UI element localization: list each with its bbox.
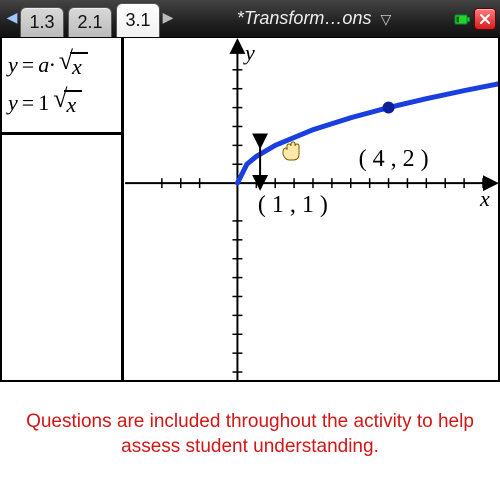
x-axis-label: x [480, 186, 490, 212]
formula2-eq: = [22, 90, 34, 116]
formula1-coef: a· [38, 52, 55, 78]
formula2-radicand: x [64, 90, 82, 118]
tab-label: 2.1 [77, 12, 102, 33]
formula1-eq: = [22, 52, 34, 78]
caption-text: Questions are included throughout the ac… [0, 382, 500, 459]
caption-content: Questions are included throughout the ac… [26, 411, 474, 457]
battery-icon [452, 9, 472, 29]
sqrt-icon: √x [59, 50, 88, 80]
system-icons [452, 8, 496, 30]
formula1-lhs: y [8, 52, 18, 78]
grab-cursor-icon[interactable] [279, 140, 307, 162]
tab-label: 1.3 [29, 12, 54, 33]
nav-next-icon[interactable]: ▶ [160, 4, 176, 34]
formula-box: y = a· √x y = 1 √x [2, 38, 121, 135]
point-label-1-1: ( 1 , 1 ) [258, 192, 328, 219]
graph-pane[interactable]: y x ( 1 , 1 ) ( 4 , 2 ) [124, 38, 498, 380]
side-panel: y = a· √x y = 1 √x [2, 38, 124, 380]
tab-2-1[interactable]: 2.1 [68, 7, 112, 37]
point-label-4-2: ( 4 , 2 ) [359, 146, 429, 173]
doc-tabs: 1.3 2.1 3.1 [20, 0, 160, 37]
app-area: y = a· √x y = 1 √x y x ( 1 , 1 ) ( 4 , 2… [0, 38, 500, 382]
tab-3-1[interactable]: 3.1 [116, 3, 160, 37]
y-axis-label: y [245, 40, 255, 66]
titlebar: ◀ 1.3 2.1 3.1 ▶ *Transform…ons ▽ [0, 0, 500, 38]
formula2-coef: 1 [38, 90, 49, 116]
formula-row-1: y = a· √x [8, 46, 115, 84]
nav-prev-icon[interactable]: ◀ [4, 4, 20, 34]
close-button[interactable] [474, 8, 496, 30]
formula-row-2: y = 1 √x [8, 84, 115, 122]
formula1-radicand: x [70, 52, 88, 80]
formula2-lhs: y [8, 90, 18, 116]
document-title[interactable]: *Transform…ons ▽ [176, 8, 452, 29]
tab-label: 3.1 [125, 10, 150, 31]
title-dropdown-icon[interactable]: ▽ [380, 11, 391, 27]
sqrt-icon: √x [53, 88, 82, 118]
document-title-text: *Transform…ons [237, 8, 372, 28]
tab-1-3[interactable]: 1.3 [20, 7, 64, 37]
